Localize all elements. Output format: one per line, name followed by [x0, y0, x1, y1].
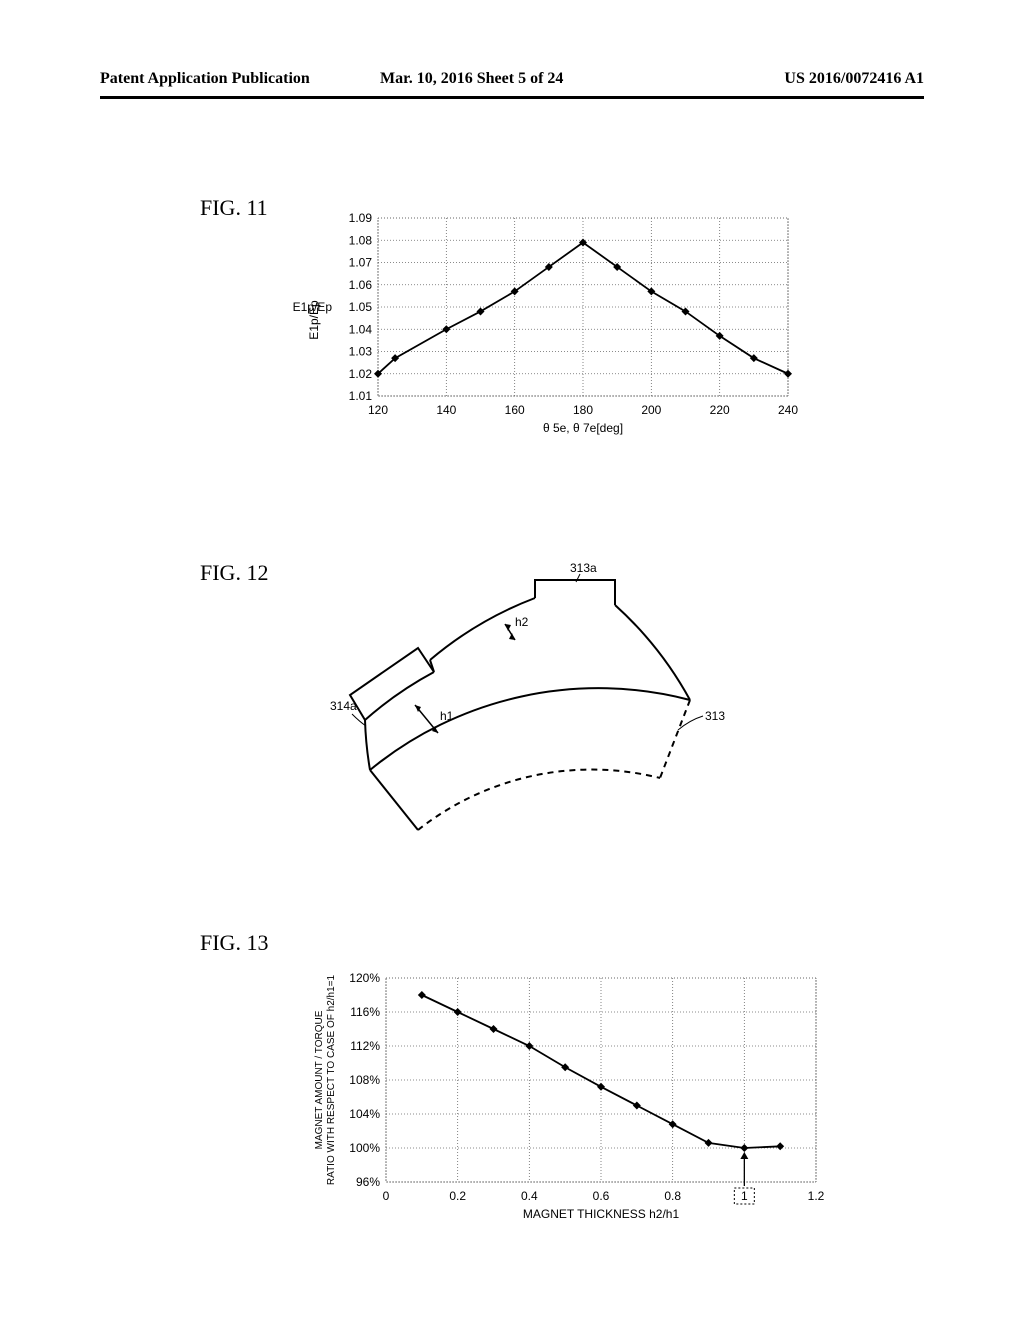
fig12-ref-313: 313 [705, 709, 725, 723]
fig13-chart: 96% 100% 104% 108% 112% 116% 120% 0 0.2 0.4 0.6 0.8… [300, 970, 830, 1230]
svg-text:1.04: 1.04 [349, 322, 373, 336]
svg-text:116%: 116% [350, 1005, 380, 1019]
svg-text:112%: 112% [350, 1039, 380, 1053]
svg-text:1.01: 1.01 [349, 389, 373, 403]
svg-text:104%: 104% [349, 1107, 380, 1121]
fig12-ref-314a: 314a [330, 699, 357, 713]
svg-text:1.09: 1.09 [349, 211, 373, 225]
svg-text:1.06: 1.06 [349, 278, 373, 292]
header-right: US 2016/0072416 A1 [784, 70, 924, 88]
header-center: Mar. 10, 2016 Sheet 5 of 24 [380, 70, 563, 88]
svg-text:0: 0 [383, 1189, 390, 1203]
header-rule [100, 96, 924, 99]
svg-text:108%: 108% [349, 1073, 380, 1087]
svg-text:220: 220 [710, 403, 730, 417]
fig11-chart: 1.01 1.02 1.03 1.04 1.05 1.06 1.07 1.08 1.09 120 1… [300, 210, 800, 440]
svg-text:1.05: 1.05 [349, 300, 373, 314]
svg-text:0.4: 0.4 [521, 1189, 538, 1203]
svg-text:E1p/Ep: E1p/Ep [307, 300, 321, 340]
svg-text:0.2: 0.2 [449, 1189, 466, 1203]
svg-text:1.08: 1.08 [349, 233, 373, 247]
svg-text:RATIO WITH RESPECT TO CASE OF: RATIO WITH RESPECT TO CASE OF h2/h1=1 [326, 974, 337, 1185]
fig12-h2-label: h2 [515, 615, 529, 629]
fig12-h1-label: h1 [440, 709, 454, 723]
svg-text:100%: 100% [349, 1141, 380, 1155]
fig11-label: FIG. 11 [200, 195, 268, 221]
svg-text:120%: 120% [349, 971, 380, 985]
svg-text:160: 160 [505, 403, 525, 417]
svg-text:240: 240 [778, 403, 798, 417]
svg-text:0.8: 0.8 [664, 1189, 681, 1203]
svg-text:1.03: 1.03 [349, 345, 373, 359]
svg-text:0.6: 0.6 [593, 1189, 610, 1203]
svg-text:120: 120 [368, 403, 388, 417]
svg-text:MAGNET AMOUNT / TORQUE: MAGNET AMOUNT / TORQUE [314, 1010, 325, 1149]
header-left: Patent Application Publication [100, 70, 310, 88]
svg-text:1.07: 1.07 [349, 256, 373, 270]
svg-text:1.2: 1.2 [808, 1189, 825, 1203]
svg-text:96%: 96% [356, 1175, 380, 1189]
svg-text:1.02: 1.02 [349, 367, 373, 381]
fig13-label: FIG. 13 [200, 930, 268, 956]
svg-text:200: 200 [641, 403, 661, 417]
svg-text:180: 180 [573, 403, 593, 417]
page-header: Patent Application Publication Mar. 10, … [0, 70, 1024, 94]
svg-text:θ 5e, θ 7e[deg]: θ 5e, θ 7e[deg] [543, 421, 623, 435]
fig12-ref-313a: 313a [570, 561, 597, 575]
fig12-label: FIG. 12 [200, 560, 268, 586]
svg-text:MAGNET THICKNESS h2/h1: MAGNET THICKNESS h2/h1 [523, 1207, 680, 1221]
svg-text:1: 1 [741, 1189, 748, 1203]
fig12-diagram: h1 h2 313a 313 314a [310, 560, 750, 850]
svg-text:140: 140 [436, 403, 456, 417]
